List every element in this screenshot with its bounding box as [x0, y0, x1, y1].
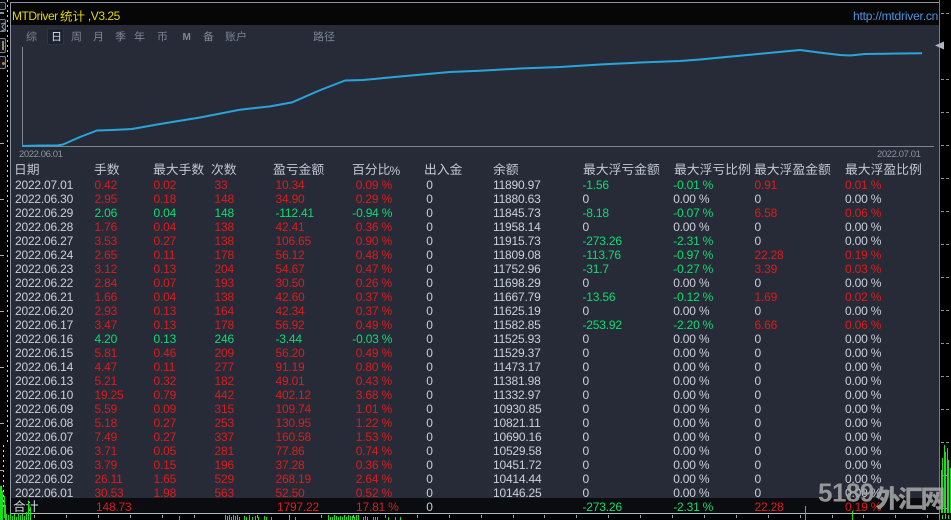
svg-text:5189: 5189	[818, 478, 874, 508]
